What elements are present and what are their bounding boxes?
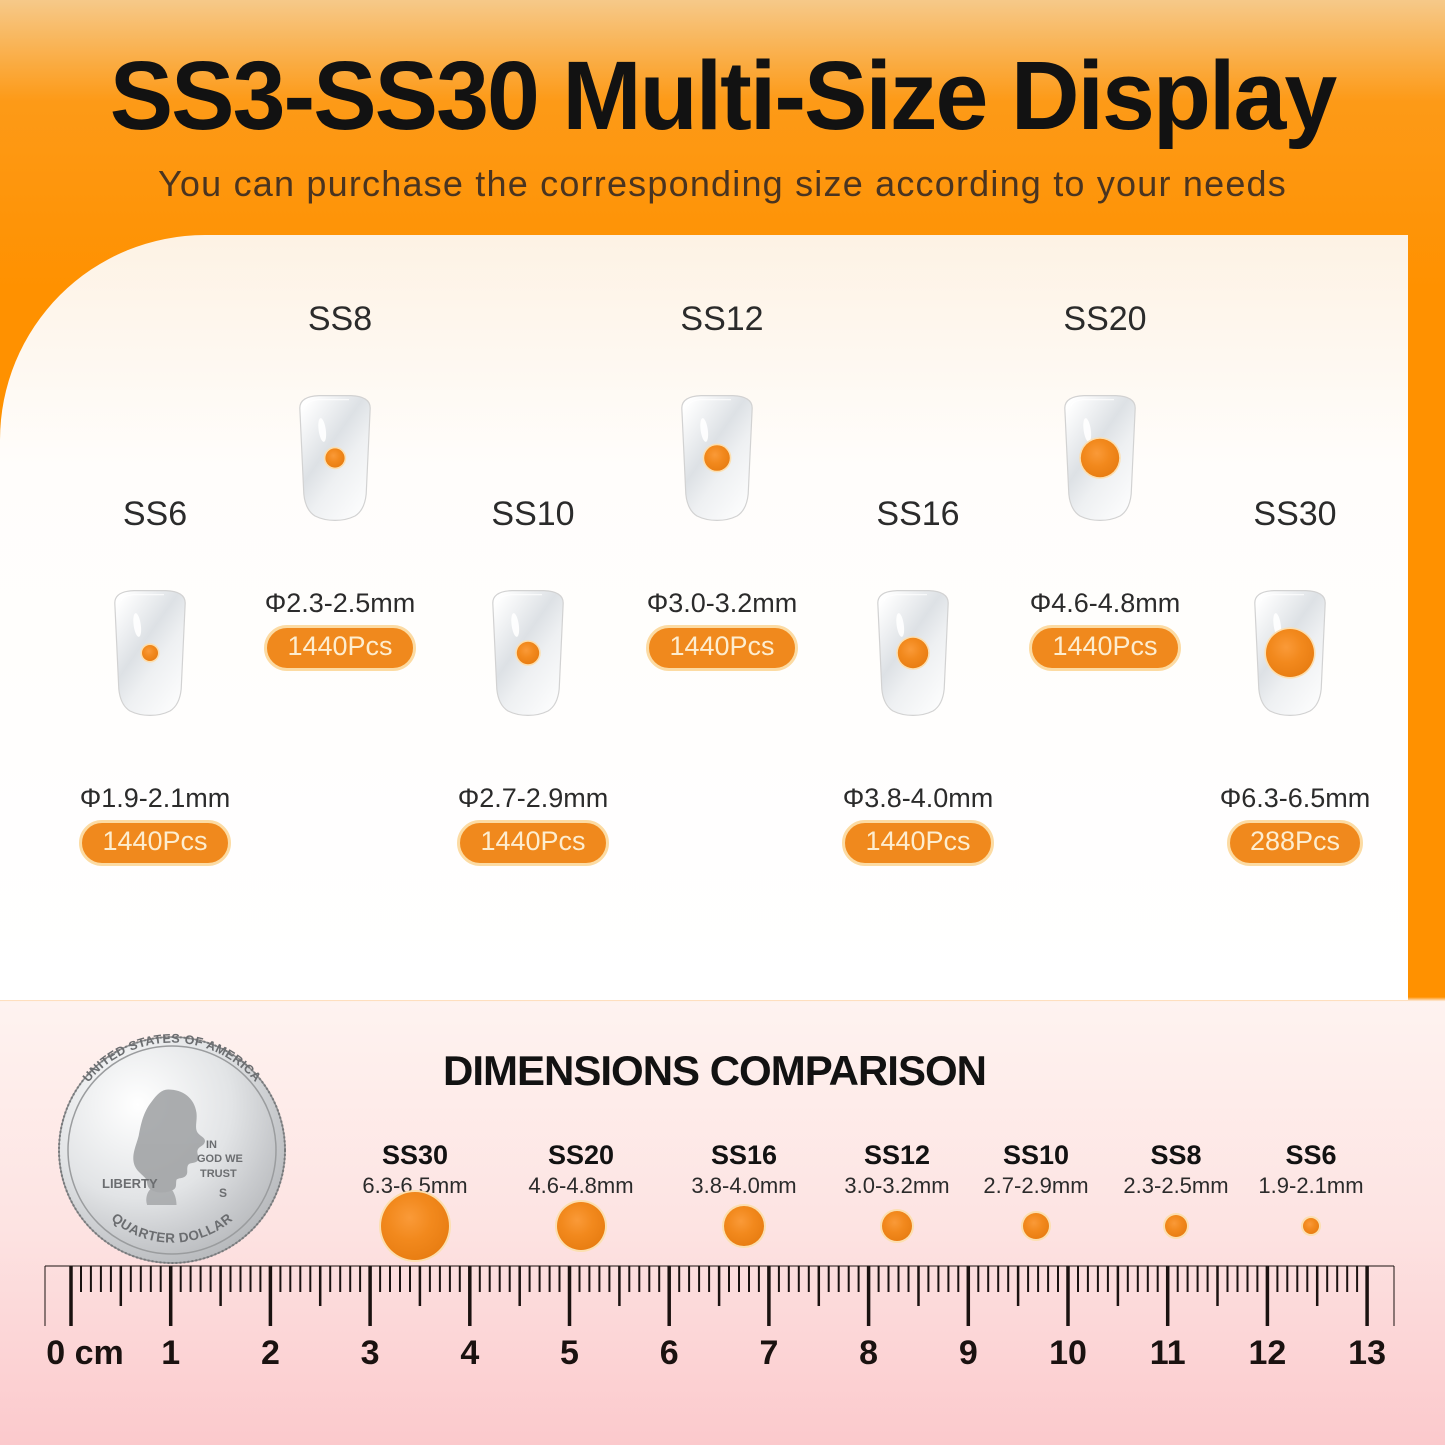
svg-text:13: 13 xyxy=(1348,1334,1386,1372)
svg-text:9: 9 xyxy=(959,1334,978,1372)
svg-text:4: 4 xyxy=(460,1334,479,1372)
svg-text:7: 7 xyxy=(759,1334,778,1372)
svg-text:6: 6 xyxy=(660,1334,679,1372)
svg-text:TRUST: TRUST xyxy=(200,1168,237,1180)
svg-text:2: 2 xyxy=(261,1334,280,1372)
svg-text:3: 3 xyxy=(361,1334,380,1372)
svg-text:IN: IN xyxy=(206,1139,217,1151)
svg-text:S: S xyxy=(219,1186,227,1200)
svg-text:11: 11 xyxy=(1150,1334,1186,1372)
svg-text:GOD WE: GOD WE xyxy=(197,1153,243,1165)
svg-text:10: 10 xyxy=(1049,1334,1087,1372)
svg-text:0 cm: 0 cm xyxy=(46,1334,124,1372)
svg-text:8: 8 xyxy=(859,1334,878,1372)
svg-text:1: 1 xyxy=(161,1334,180,1372)
svg-text:5: 5 xyxy=(560,1334,579,1372)
svg-text:LIBERTY: LIBERTY xyxy=(102,1176,158,1191)
svg-text:12: 12 xyxy=(1248,1334,1286,1372)
